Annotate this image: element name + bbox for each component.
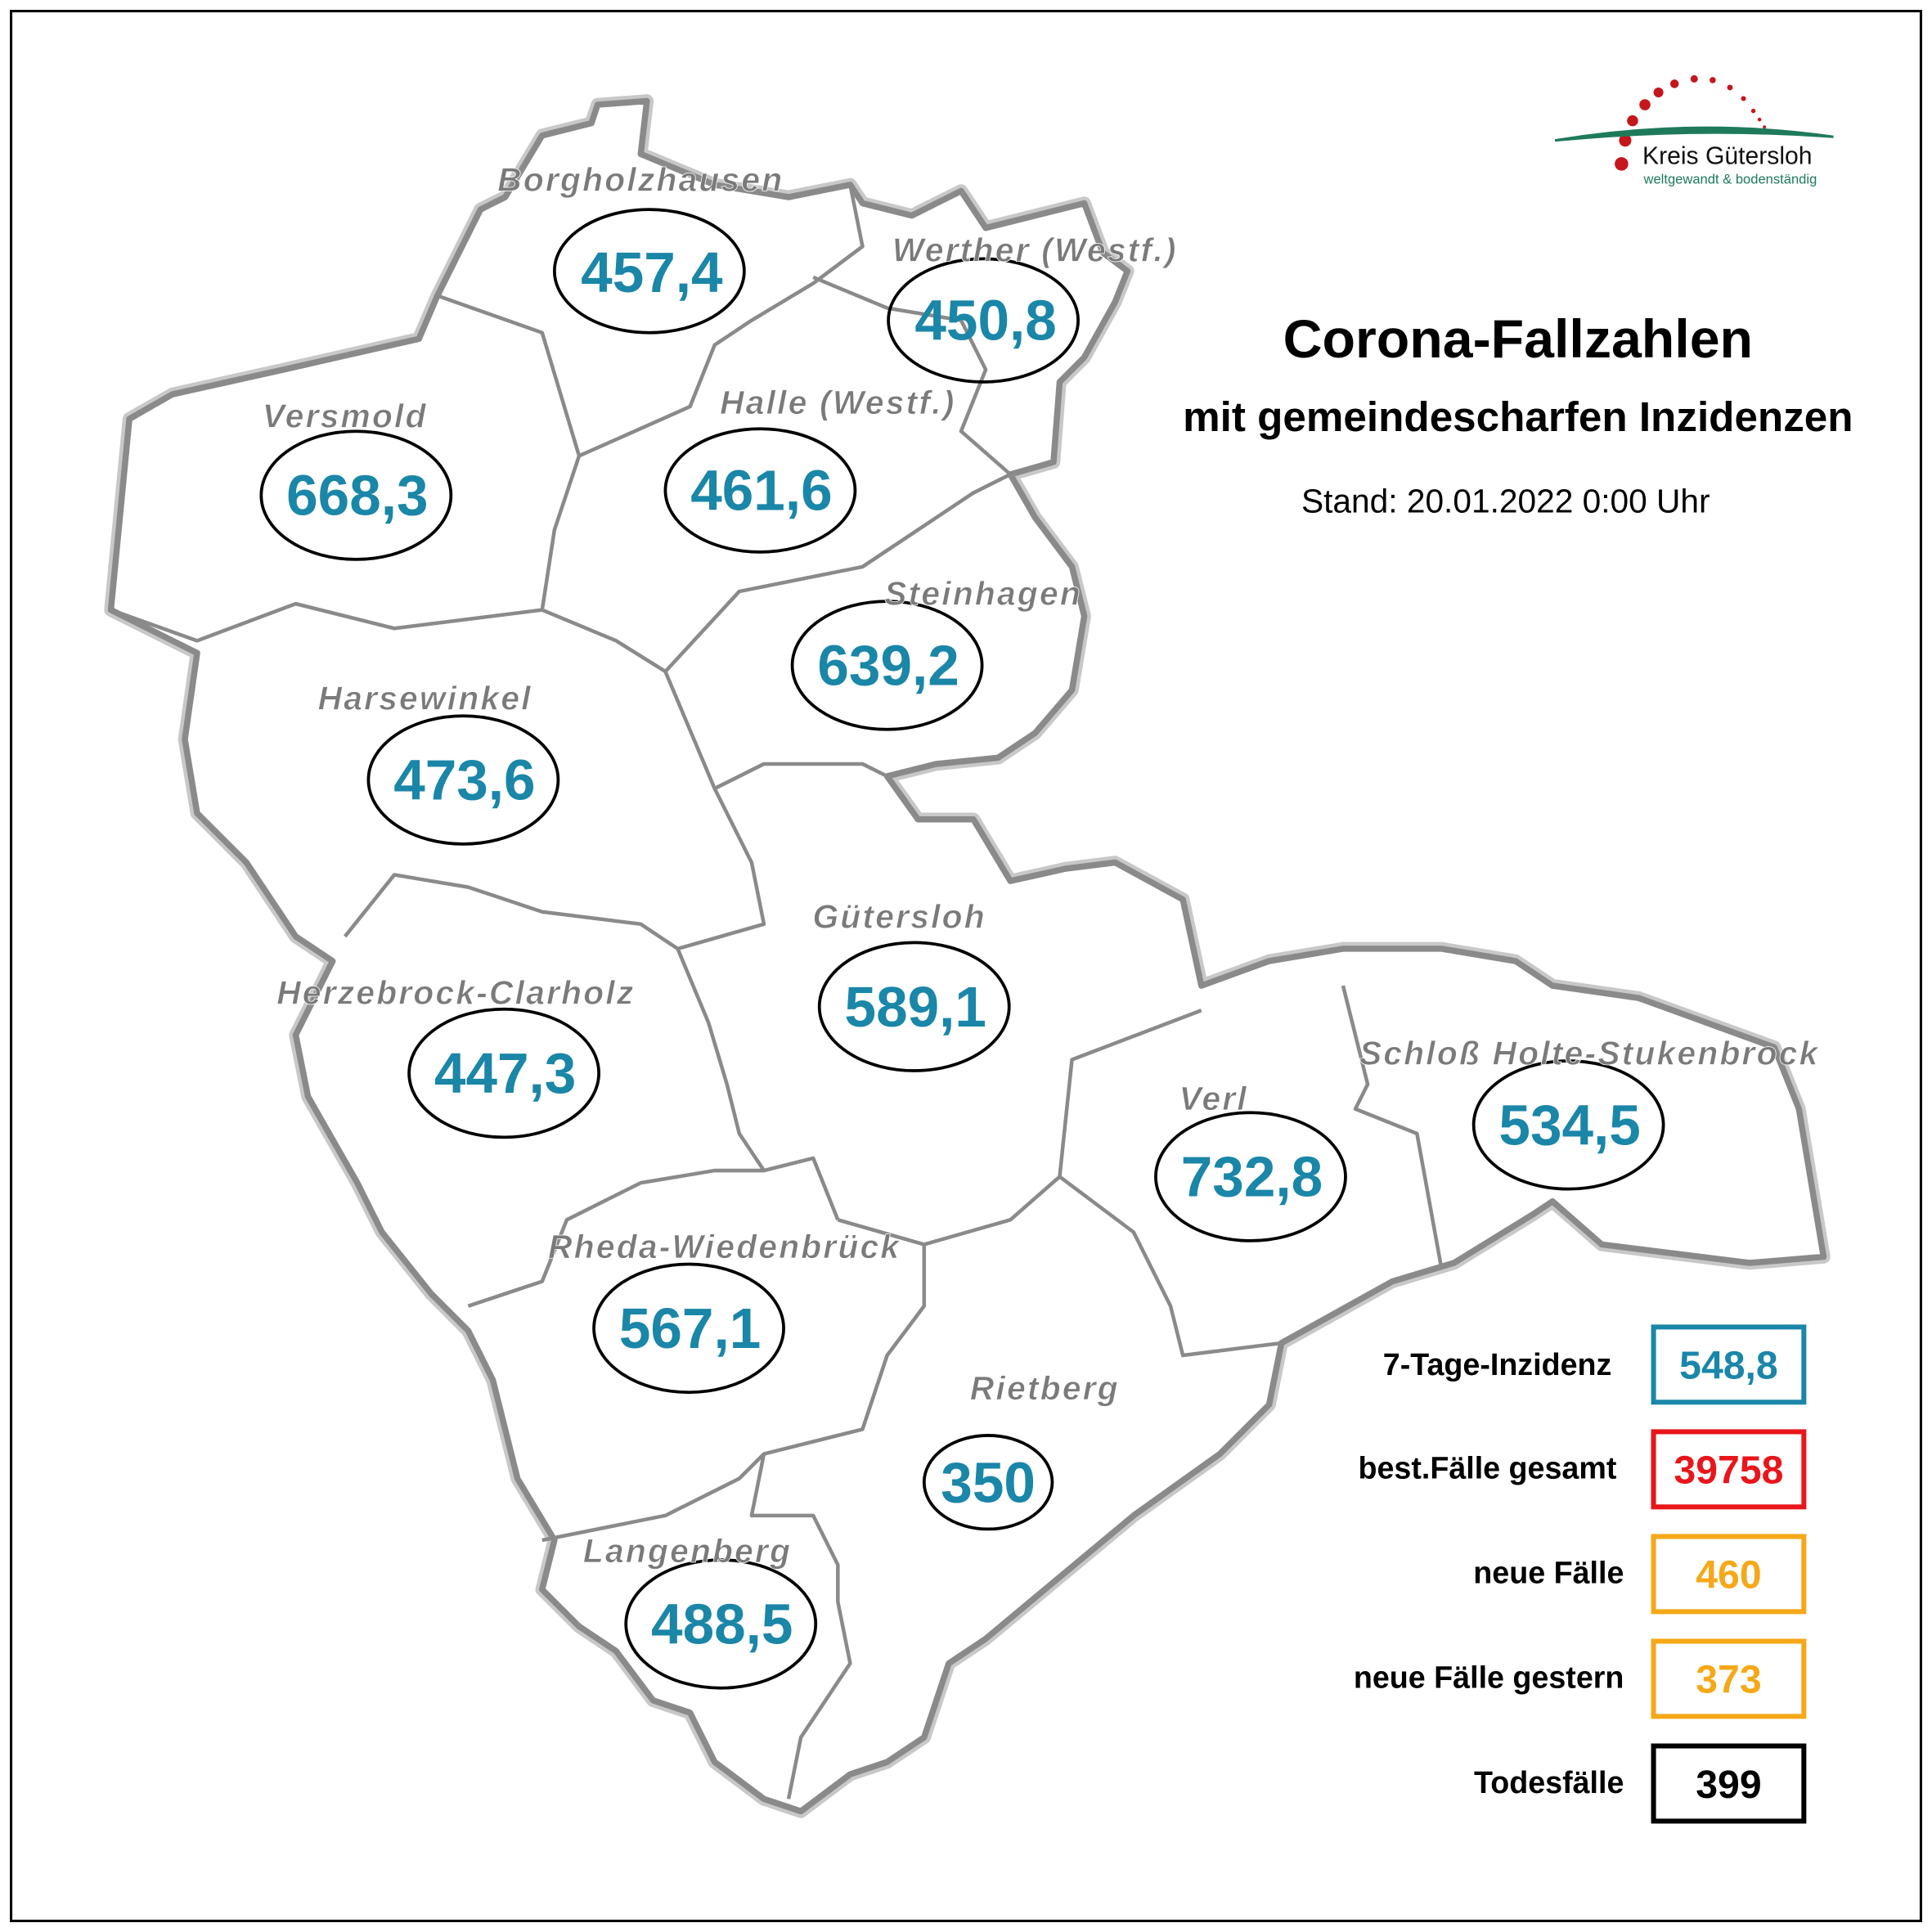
logo-name: Kreis Gütersloh — [1642, 142, 1813, 169]
stat-value: 39758 — [1674, 1449, 1783, 1493]
stat-value: 460 — [1696, 1553, 1761, 1597]
stat-label: neue Fälle gestern — [1354, 1660, 1624, 1695]
incidence-value: 567,1 — [619, 1296, 761, 1360]
municipality-name: Halle (Westf.) — [720, 384, 955, 421]
municipality-herzebrock-clarholz: Herzebrock-Clarholz 447,3 — [276, 973, 635, 1139]
municipality-name: Rheda-Wiedenbrück — [548, 1228, 901, 1265]
municipality-name: Rietberg — [970, 1369, 1120, 1407]
stat-label: 7-Tage-Inzidenz — [1383, 1347, 1612, 1382]
summary-stats: 7-Tage-Inzidenz 548,8 best.Fälle gesamt … — [1354, 1324, 1807, 1824]
subtitle: mit gemeindescharfen Inzidenzen — [1183, 393, 1853, 440]
kreis-guetersloh-logo: Kreis Gütersloh weltgewandt & bodenständ… — [1554, 74, 1834, 186]
stand-date: Stand: 20.01.2022 0:00 Uhr — [1301, 483, 1710, 520]
stat-value: 399 — [1696, 1763, 1761, 1807]
incidence-value: 589,1 — [845, 975, 986, 1039]
stat-total-cases: best.Fälle gesamt 39758 — [1358, 1429, 1807, 1510]
municipality-harsewinkel: Harsewinkel 473,6 — [317, 679, 560, 846]
stat-incidence: 7-Tage-Inzidenz 548,8 — [1383, 1324, 1807, 1405]
logo-tagline: weltgewandt & bodenständig — [1643, 171, 1817, 186]
municipality-name: Verl — [1179, 1080, 1248, 1117]
incidence-value: 447,3 — [434, 1041, 576, 1105]
logo-arc — [1554, 126, 1834, 142]
municipality-name: Steinhagen — [884, 575, 1082, 613]
stat-new-cases-yesterday: neue Fälle gestern 373 — [1354, 1638, 1807, 1719]
incidence-value: 668,3 — [286, 464, 428, 528]
municipality-steinhagen: Steinhagen 639,2 — [790, 574, 1082, 731]
incidence-value: 488,5 — [651, 1593, 793, 1656]
municipality-name: Harsewinkel — [318, 680, 532, 717]
municipality-versmold: Versmold 668,3 — [259, 397, 453, 561]
municipality-rietberg: Rietberg 350 — [922, 1369, 1120, 1531]
incidence-value: 450,8 — [914, 289, 1056, 353]
stat-label: best.Fälle gesamt — [1358, 1451, 1616, 1485]
incidence-value: 639,2 — [817, 634, 959, 698]
municipality-verl: Verl 732,8 — [1154, 1080, 1347, 1242]
municipality-name: Borgholzhausen — [497, 160, 784, 198]
stat-label: Todesfälle — [1474, 1765, 1624, 1799]
municipality-guetersloh: Gütersloh 589,1 — [812, 897, 1011, 1072]
stat-new-cases: neue Fälle 460 — [1473, 1534, 1807, 1615]
incidence-value: 457,4 — [581, 240, 723, 304]
logo-dots — [1615, 74, 1767, 171]
district-outline — [107, 97, 1827, 1815]
municipality-name: Werther (Westf.) — [892, 231, 1178, 268]
incidence-value: 473,6 — [393, 748, 535, 812]
stat-label: neue Fälle — [1473, 1556, 1624, 1590]
district-map — [104, 94, 1831, 1818]
municipal-borders — [110, 184, 1444, 1799]
municipality-name: Herzebrock-Clarholz — [276, 974, 635, 1012]
municipality-name: Schloß Holte-Stukenbrock — [1359, 1035, 1820, 1072]
incidence-value: 534,5 — [1498, 1093, 1640, 1157]
stat-value: 548,8 — [1679, 1344, 1778, 1388]
incidence-value: 461,6 — [690, 459, 832, 523]
municipality-borgholzhausen: Borgholzhausen 457,4 — [497, 160, 784, 335]
municipality-rheda-wiedenbrueck: Rheda-Wiedenbrück 567,1 — [548, 1228, 901, 1395]
title: Corona-Fallzahlen — [1283, 309, 1753, 370]
incidence-value: 350 — [941, 1450, 1036, 1514]
stat-value: 373 — [1696, 1658, 1761, 1702]
municipality-werther: Werther (Westf.) 450,8 — [887, 231, 1178, 384]
municipality-name: Langenberg — [583, 1532, 792, 1570]
municipality-name: Gütersloh — [812, 897, 986, 935]
municipality-langenberg: Langenberg 488,5 — [583, 1532, 818, 1690]
municipality-name: Versmold — [263, 398, 428, 435]
municipality-schloss-holte-stukenbrock: Schloß Holte-Stukenbrock 534,5 — [1359, 1034, 1820, 1191]
municipality-halle: Halle (Westf.) 461,6 — [663, 384, 955, 554]
stat-deaths: Todesfälle 399 — [1474, 1743, 1807, 1824]
incidence-value: 732,8 — [1181, 1145, 1323, 1209]
